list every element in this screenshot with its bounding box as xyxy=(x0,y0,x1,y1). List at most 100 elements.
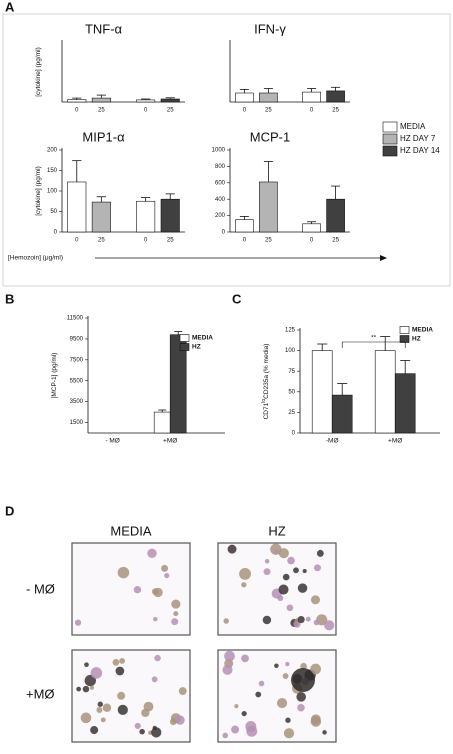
x-tick-label: 25 xyxy=(265,238,272,244)
error-bar xyxy=(331,185,341,200)
bar xyxy=(326,198,345,233)
y-tick-label: 0 xyxy=(222,230,226,236)
y-tick-label: 3500 xyxy=(70,399,84,405)
cell xyxy=(151,676,158,683)
x-tick-label: -MØ xyxy=(326,438,339,445)
bar xyxy=(259,92,278,103)
x-tick-label: - MØ xyxy=(105,438,119,445)
cell xyxy=(227,544,237,554)
x-tick-label: 0 xyxy=(75,238,79,244)
x-tick-label: 0 xyxy=(310,238,314,244)
cell xyxy=(313,619,320,626)
y-label-text: CD71 xyxy=(263,402,270,419)
y-tick-label: 0 xyxy=(54,230,58,236)
error-bar xyxy=(307,88,317,93)
cell xyxy=(241,582,247,588)
cell xyxy=(222,732,229,739)
cell xyxy=(322,730,327,735)
bar xyxy=(136,200,156,233)
legend-swatch xyxy=(399,326,410,334)
error-bar xyxy=(263,88,273,93)
y-tick-label: 125 xyxy=(285,328,296,334)
cell xyxy=(133,586,142,594)
cell xyxy=(274,663,279,669)
cell xyxy=(297,615,305,624)
cell xyxy=(285,717,291,723)
cell xyxy=(234,704,239,709)
error-bar xyxy=(174,331,183,335)
legend-swatch xyxy=(179,343,190,351)
cell xyxy=(74,619,82,626)
cell xyxy=(241,654,249,663)
cell xyxy=(223,618,229,624)
cell xyxy=(282,573,290,581)
x-tick-label: 25 xyxy=(332,238,339,244)
micrograph xyxy=(217,649,337,743)
cell xyxy=(76,686,82,692)
x-tick-label: 0 xyxy=(144,108,148,114)
cell xyxy=(164,572,170,579)
y-tick-label: 5500 xyxy=(70,378,84,384)
y-tick-label: 9500 xyxy=(70,336,84,342)
y-tick-label: 200 xyxy=(215,213,226,219)
cell xyxy=(175,715,185,725)
x-tick-label: 25 xyxy=(332,108,339,114)
cell xyxy=(264,558,270,564)
legend-label: HZ xyxy=(412,336,421,343)
y-tick-label: 400 xyxy=(215,197,226,203)
error-bar xyxy=(337,383,348,396)
error-bar xyxy=(317,343,328,351)
cell xyxy=(100,717,106,723)
legend-label: HZ DAY 7 xyxy=(400,134,436,143)
cell xyxy=(171,599,181,609)
panel-label: B xyxy=(5,291,14,306)
cell xyxy=(173,611,179,617)
error-bar xyxy=(331,86,341,91)
cell xyxy=(274,549,280,555)
cell-cluster xyxy=(291,668,315,692)
cell xyxy=(263,568,271,576)
micrograph xyxy=(217,542,337,636)
cell xyxy=(115,666,125,676)
error-bar xyxy=(96,196,106,203)
bar xyxy=(311,350,333,434)
cell xyxy=(147,548,157,559)
cell xyxy=(310,663,321,675)
legend-label: HZ DAY 14 xyxy=(400,146,440,155)
bar xyxy=(91,97,111,103)
cell xyxy=(310,595,321,605)
x-tick-label: +MØ xyxy=(163,438,177,445)
y-tick-label: 11500 xyxy=(67,316,84,322)
cell xyxy=(151,727,162,738)
cell xyxy=(169,718,177,726)
cell xyxy=(90,667,103,679)
cell xyxy=(117,691,126,700)
error-bar xyxy=(165,193,175,200)
legend-swatch xyxy=(382,145,398,157)
cell xyxy=(285,661,290,667)
x-tick-label: 0 xyxy=(243,238,247,244)
cell xyxy=(102,703,112,712)
cell xyxy=(97,701,103,707)
y-tick-label: 100 xyxy=(47,189,58,195)
y-label-text: [MCP-1] (pg/ml) xyxy=(51,353,58,399)
bar xyxy=(302,223,321,233)
bar xyxy=(235,219,254,233)
cell xyxy=(96,707,103,713)
error-bar xyxy=(263,161,273,182)
y-tick-label: 50 xyxy=(288,389,295,395)
x-tick-label: 0 xyxy=(144,238,148,244)
y-tick-label: 200 xyxy=(47,148,58,154)
cell xyxy=(297,704,305,712)
error-bar xyxy=(239,89,249,93)
error-bar xyxy=(141,98,151,100)
cell xyxy=(283,728,295,739)
x-tick-label: 0 xyxy=(310,108,314,114)
y-label-text: [cytokine] (pg/ml) xyxy=(35,166,42,216)
x-tick-label: 25 xyxy=(167,108,174,114)
x-tick-label: 25 xyxy=(98,108,105,114)
row-label: - MØ xyxy=(26,581,55,596)
cell xyxy=(262,615,272,625)
legend-label: HZ xyxy=(192,344,201,351)
